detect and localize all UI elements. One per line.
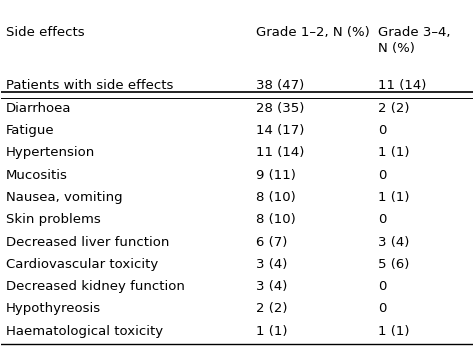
Text: 38 (47): 38 (47) (256, 79, 304, 92)
Text: 8 (10): 8 (10) (256, 213, 296, 226)
Text: 9 (11): 9 (11) (256, 169, 296, 182)
Text: Hypothyreosis: Hypothyreosis (6, 302, 101, 316)
Text: 3 (4): 3 (4) (378, 236, 410, 248)
Text: Decreased kidney function: Decreased kidney function (6, 280, 185, 293)
Text: Nausea, vomiting: Nausea, vomiting (6, 191, 123, 204)
Text: 14 (17): 14 (17) (256, 124, 304, 137)
Text: 5 (6): 5 (6) (378, 258, 410, 271)
Text: 3 (4): 3 (4) (256, 258, 287, 271)
Text: Diarrhoea: Diarrhoea (6, 102, 72, 115)
Text: 6 (7): 6 (7) (256, 236, 287, 248)
Text: Patients with side effects: Patients with side effects (6, 79, 173, 92)
Text: Hypertension: Hypertension (6, 146, 95, 159)
Text: 2 (2): 2 (2) (378, 102, 410, 115)
Text: 1 (1): 1 (1) (378, 146, 410, 159)
Text: Cardiovascular toxicity: Cardiovascular toxicity (6, 258, 158, 271)
Text: Fatigue: Fatigue (6, 124, 55, 137)
Text: Skin problems: Skin problems (6, 213, 101, 226)
Text: 3 (4): 3 (4) (256, 280, 287, 293)
Text: Grade 3–4,
N (%): Grade 3–4, N (%) (378, 26, 451, 55)
Text: 0: 0 (378, 302, 387, 316)
Text: 1 (1): 1 (1) (378, 191, 410, 204)
Text: 0: 0 (378, 169, 387, 182)
Text: 0: 0 (378, 124, 387, 137)
Text: Mucositis: Mucositis (6, 169, 68, 182)
Text: 28 (35): 28 (35) (256, 102, 304, 115)
Text: 2 (2): 2 (2) (256, 302, 287, 316)
Text: 1 (1): 1 (1) (256, 325, 287, 338)
Text: Grade 1–2, N (%): Grade 1–2, N (%) (256, 26, 370, 39)
Text: 0: 0 (378, 213, 387, 226)
Text: Decreased liver function: Decreased liver function (6, 236, 170, 248)
Text: 11 (14): 11 (14) (256, 146, 304, 159)
Text: 0: 0 (378, 280, 387, 293)
Text: 11 (14): 11 (14) (378, 79, 427, 92)
Text: Haematological toxicity: Haematological toxicity (6, 325, 163, 338)
Text: 8 (10): 8 (10) (256, 191, 296, 204)
Text: 1 (1): 1 (1) (378, 325, 410, 338)
Text: Side effects: Side effects (6, 26, 85, 39)
